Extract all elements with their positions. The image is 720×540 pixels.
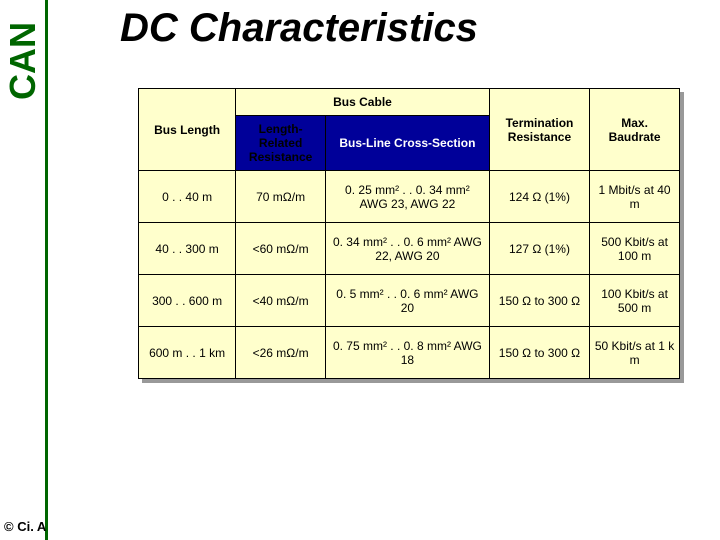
header-length-related-text: Length-Related Resistance bbox=[249, 122, 312, 164]
header-bus-length: Bus Length bbox=[139, 89, 236, 171]
cell-cross-section: 0. 75 mm² . . 0. 8 mm² AWG 18 bbox=[326, 327, 490, 379]
cell-bus-length: 40 . . 300 m bbox=[139, 223, 236, 275]
header-bus-cable: Bus Cable bbox=[236, 89, 490, 116]
characteristics-table: Bus Length Bus Cable Termination Resista… bbox=[138, 88, 680, 379]
cell-termination: 127 Ω (1%) bbox=[489, 223, 589, 275]
cell-cross-section: 0. 5 mm² . . 0. 6 mm² AWG 20 bbox=[326, 275, 490, 327]
cell-max-baud: 100 Kbit/s at 500 m bbox=[590, 275, 680, 327]
cell-bus-length: 0 . . 40 m bbox=[139, 171, 236, 223]
cell-length-related: <60 mΩ/m bbox=[236, 223, 326, 275]
table-row: 600 m . . 1 km <26 mΩ/m 0. 75 mm² . . 0.… bbox=[139, 327, 680, 379]
cell-termination: 124 Ω (1%) bbox=[489, 171, 589, 223]
table-row: 40 . . 300 m <60 mΩ/m 0. 34 mm² . . 0. 6… bbox=[139, 223, 680, 275]
cell-length-related: 70 mΩ/m bbox=[236, 171, 326, 223]
sidebar-label: CAN bbox=[2, 22, 44, 100]
cell-length-related: <26 mΩ/m bbox=[236, 327, 326, 379]
cell-termination: 150 Ω to 300 Ω bbox=[489, 275, 589, 327]
cell-max-baud: 1 Mbit/s at 40 m bbox=[590, 171, 680, 223]
cell-termination: 150 Ω to 300 Ω bbox=[489, 327, 589, 379]
characteristics-table-wrap: Bus Length Bus Cable Termination Resista… bbox=[138, 88, 680, 379]
cell-bus-length: 600 m . . 1 km bbox=[139, 327, 236, 379]
cell-bus-length: 300 . . 600 m bbox=[139, 275, 236, 327]
table-row: 0 . . 40 m 70 mΩ/m 0. 25 mm² . . 0. 34 m… bbox=[139, 171, 680, 223]
page-title: DC Characteristics bbox=[120, 6, 478, 51]
header-cross-section-text: Bus-Line Cross-Section bbox=[339, 136, 475, 150]
header-max-baud: Max. Baudrate bbox=[590, 89, 680, 171]
cell-cross-section: 0. 34 mm² . . 0. 6 mm² AWG 22, AWG 20 bbox=[326, 223, 490, 275]
sidebar: CAN bbox=[0, 0, 48, 540]
cell-cross-section: 0. 25 mm² . . 0. 34 mm² AWG 23, AWG 22 bbox=[326, 171, 490, 223]
header-length-related: Length-Related Resistance bbox=[236, 116, 326, 171]
cell-length-related: <40 mΩ/m bbox=[236, 275, 326, 327]
cell-max-baud: 500 Kbit/s at 100 m bbox=[590, 223, 680, 275]
header-cross-section: Bus-Line Cross-Section bbox=[326, 116, 490, 171]
cell-max-baud: 50 Kbit/s at 1 k m bbox=[590, 327, 680, 379]
footer-copyright: © Ci. A bbox=[4, 519, 46, 534]
header-termination: Termination Resistance bbox=[489, 89, 589, 171]
table-row: 300 . . 600 m <40 mΩ/m 0. 5 mm² . . 0. 6… bbox=[139, 275, 680, 327]
